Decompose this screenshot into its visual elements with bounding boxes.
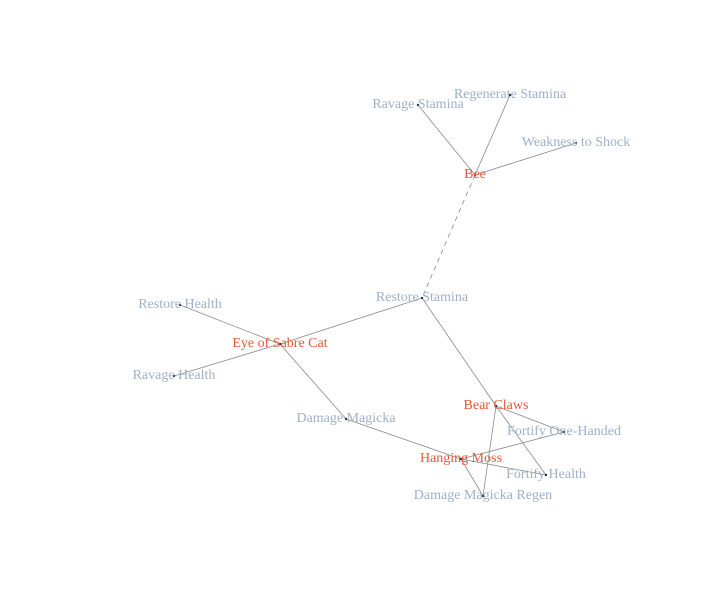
node-dot <box>278 342 282 346</box>
edge-hanging-moss-to-damage-magicka-regen <box>460 458 484 497</box>
node-dot <box>459 457 463 461</box>
edge-bee-to-regenerate-stamina <box>474 94 511 176</box>
node-hanging-moss: Hanging Moss <box>420 451 502 466</box>
node-label: Ravage Stamina <box>372 97 464 112</box>
node-label: Fortify One-Handed <box>507 424 621 439</box>
node-label: Regenerate Stamina <box>454 87 567 102</box>
node-dot <box>473 173 477 177</box>
node-dot <box>416 103 420 107</box>
node-dot <box>574 141 578 145</box>
node-dot <box>544 473 548 477</box>
node-label: Restore Stamina <box>376 290 469 305</box>
edge-bear-claws-to-restore-stamina <box>421 297 497 407</box>
node-fortify-health: Fortify Health <box>506 467 586 482</box>
edge-hanging-moss-to-fortify-health <box>460 458 547 476</box>
node-dot <box>494 404 498 408</box>
node-dot <box>481 494 485 498</box>
node-dot <box>508 93 512 97</box>
edge-bear-claws-to-fortify-health <box>495 405 547 476</box>
node-label: Restore Health <box>138 297 222 312</box>
node-fortify-one-handed: Fortify One-Handed <box>507 424 621 439</box>
node-ravage-health: Ravage Health <box>133 368 216 383</box>
node-bee: Bee <box>464 167 486 182</box>
edge-eye-of-sabre-cat-to-restore-health <box>179 304 281 345</box>
edges-layer <box>173 94 577 497</box>
node-bear-claws: Bear Claws <box>464 398 529 413</box>
node-dot <box>562 430 566 434</box>
node-restore-stamina: Restore Stamina <box>376 290 469 305</box>
node-damage-magicka-regen: Damage Magicka Regen <box>414 488 552 503</box>
node-label: Ravage Health <box>133 368 216 383</box>
node-dot <box>420 296 424 300</box>
edge-eye-of-sabre-cat-to-ravage-health <box>173 343 281 377</box>
edge-bear-claws-to-fortify-one-handed <box>495 405 565 433</box>
node-label: Hanging Moss <box>420 451 502 466</box>
edge-hanging-moss-to-damage-magicka <box>345 418 462 460</box>
node-dot <box>172 374 176 378</box>
node-label: Fortify Health <box>506 467 586 482</box>
node-regenerate-stamina: Regenerate Stamina <box>454 87 567 102</box>
node-restore-health: Restore Health <box>138 297 222 312</box>
node-label: Bear Claws <box>464 398 529 413</box>
node-eye-of-sabre-cat: Eye of Sabre Cat <box>232 336 327 351</box>
node-label: Bee <box>464 167 486 182</box>
edge-bee-to-weakness-to-shock <box>474 142 577 176</box>
node-label: Damage Magicka Regen <box>414 488 552 503</box>
edge-bee-to-restore-stamina <box>421 174 476 299</box>
edge-hanging-moss-to-fortify-one-handed <box>460 431 565 460</box>
edge-bear-claws-to-damage-magicka-regen <box>482 405 497 497</box>
node-dot <box>178 303 182 307</box>
node-ravage-stamina: Ravage Stamina <box>372 97 464 112</box>
node-label: Eye of Sabre Cat <box>232 336 327 351</box>
node-damage-magicka: Damage Magicka <box>296 411 396 426</box>
edge-bee-to-ravage-stamina <box>417 104 476 176</box>
node-label: Damage Magicka <box>296 411 396 426</box>
node-label: Weakness to Shock <box>522 135 631 150</box>
node-dot <box>344 417 348 421</box>
node-weakness-to-shock: Weakness to Shock <box>522 135 631 150</box>
edge-eye-of-sabre-cat-to-damage-magicka <box>279 343 347 420</box>
edge-eye-of-sabre-cat-to-restore-stamina <box>279 297 423 345</box>
